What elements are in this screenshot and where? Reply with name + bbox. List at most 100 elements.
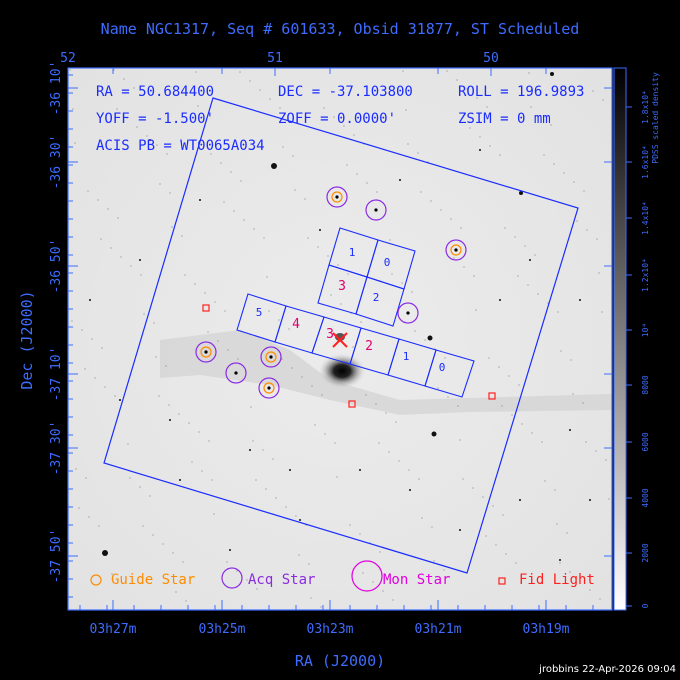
info-acis: ACIS PB = WT0065A034: [96, 138, 265, 154]
faint-star: [362, 572, 364, 574]
faint-star: [149, 495, 151, 497]
field-star: [519, 499, 521, 501]
colorbar-tick-labels: 0 2000 4000 6000 8000 10⁴ 1.2x10⁴ 1.4x10…: [641, 72, 660, 608]
faint-star: [217, 340, 219, 342]
field-star: [319, 229, 321, 231]
field-star: [119, 399, 121, 401]
faint-star: [214, 301, 216, 303]
field-star: [431, 431, 437, 437]
faint-star: [347, 273, 349, 275]
faint-star: [307, 237, 309, 239]
field-star: [169, 419, 171, 421]
x-axis-label: RA (J2000): [295, 652, 385, 670]
colorbar-label: PDSS scaled density: [651, 72, 660, 164]
faint-star: [559, 562, 561, 564]
cbar-tick-0: 0: [641, 603, 650, 608]
faint-star: [488, 357, 490, 359]
dec-tick-3730: -37 30': [49, 421, 64, 476]
faint-star: [479, 136, 481, 138]
faint-star: [547, 302, 549, 304]
faint-star: [236, 570, 238, 572]
faint-star: [473, 275, 475, 277]
fid-light: [488, 392, 496, 400]
pointing-marker: [332, 332, 348, 348]
faint-star: [498, 366, 500, 368]
faint-star: [162, 543, 164, 545]
fid-light: [202, 304, 210, 312]
faint-star: [84, 368, 86, 370]
faint-star: [382, 590, 384, 592]
faint-star: [398, 460, 400, 462]
faint-star: [88, 516, 90, 518]
faint-star: [495, 544, 497, 546]
faint-star: [178, 413, 180, 415]
chip-upper-2: [355, 276, 405, 327]
cbar-tick-12000: 1.2x10⁴: [641, 258, 650, 292]
ra-tick-0321: 03h21m: [415, 622, 462, 637]
faint-star: [543, 154, 545, 156]
faint-star: [365, 394, 367, 396]
faint-star: [376, 191, 378, 193]
faint-star: [194, 283, 196, 285]
faint-star: [475, 309, 477, 311]
faint-star: [576, 220, 578, 222]
faint-star: [566, 532, 568, 534]
faint-star: [447, 396, 449, 398]
faint-star: [226, 561, 228, 563]
faint-star: [505, 553, 507, 555]
faint-star: [433, 560, 435, 562]
faint-star: [537, 293, 539, 295]
field-star: [589, 499, 591, 501]
faint-star: [499, 154, 501, 156]
faint-star: [184, 274, 186, 276]
faint-star: [110, 247, 112, 249]
faint-star: [169, 192, 171, 194]
faint-star: [100, 238, 102, 240]
dec-tick-3630: -36 30': [49, 135, 64, 190]
dec-tick-3750: -37 50': [49, 529, 64, 584]
faint-star: [81, 329, 83, 331]
faint-star: [524, 245, 526, 247]
faint-star: [553, 163, 555, 165]
faint-star: [291, 367, 293, 369]
faint-star: [152, 534, 154, 536]
chip-lower-0-label: 0: [439, 361, 446, 374]
field-star: [271, 163, 277, 169]
faint-star: [356, 173, 358, 175]
faint-star: [336, 476, 338, 478]
faint-star: [208, 440, 210, 442]
field-star: [179, 479, 181, 481]
chip-lower-2-label: 2: [365, 339, 373, 354]
info-ra: RA = 50.684400: [96, 84, 214, 100]
faint-star: [420, 191, 422, 193]
faint-star: [472, 487, 474, 489]
faint-star: [327, 255, 329, 257]
faint-star: [460, 227, 462, 229]
fid-light: [348, 400, 356, 408]
field-star: [579, 299, 581, 301]
faint-star: [220, 162, 222, 164]
faint-star: [392, 599, 394, 601]
faint-star: [554, 489, 556, 491]
faint-star: [269, 98, 271, 100]
faint-star: [158, 395, 160, 397]
faint-star: [111, 573, 113, 575]
legend-guide-symbol: [90, 574, 102, 586]
chip-lower-1-label: 1: [403, 350, 410, 363]
faint-star: [191, 461, 193, 463]
footer-credit: jrobbins 22-Apr-2026 09:04: [538, 664, 676, 675]
faint-star: [239, 71, 241, 73]
axis-ticks: [67, 68, 612, 610]
faint-star: [605, 459, 607, 461]
field-star: [519, 191, 523, 195]
faint-star: [195, 71, 197, 73]
field-of-view-outline: [103, 97, 579, 574]
faint-star: [268, 310, 270, 312]
faint-star: [175, 591, 177, 593]
faint-star: [72, 108, 74, 110]
top-tick-51: 51: [267, 51, 283, 66]
field-star: [199, 199, 201, 201]
faint-star: [440, 209, 442, 211]
field-star: [359, 469, 361, 471]
faint-star: [197, 105, 199, 107]
